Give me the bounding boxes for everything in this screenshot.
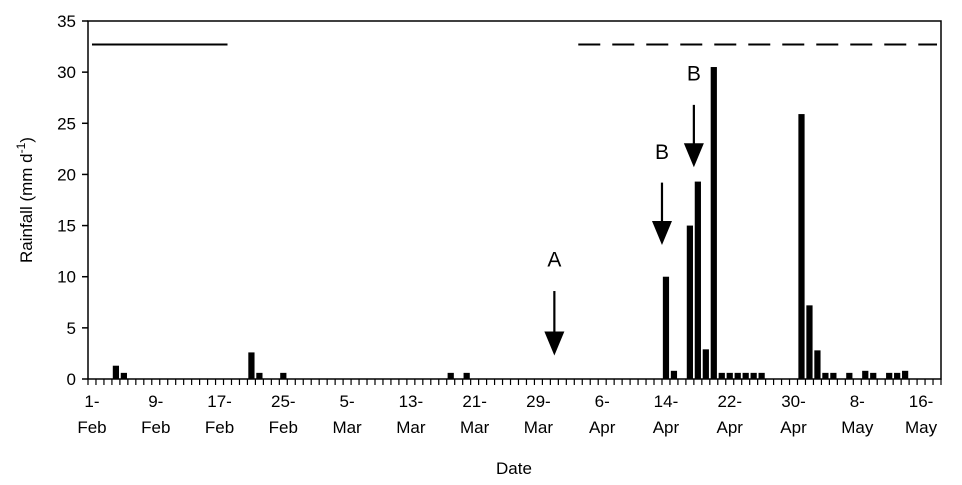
x-tick-label-month: Apr [717, 418, 744, 437]
x-axis-label: Date [496, 459, 532, 478]
x-tick-label-day: 30- [781, 392, 806, 411]
rainfall-bar [862, 370, 869, 379]
rainfall-bar [710, 67, 717, 380]
rainfall-bar [846, 372, 853, 379]
bar-series [112, 67, 909, 380]
x-tick-label-month: May [841, 418, 874, 437]
annotation-label: B [687, 62, 701, 85]
rainfall-bar [670, 370, 678, 379]
x-tick-label-day: 17- [207, 392, 232, 411]
annotations: A B B [544, 62, 704, 356]
x-tick-label-day: 21- [462, 392, 487, 411]
x-tick-label-day: 1- [84, 392, 99, 411]
y-tick-label: 35 [57, 12, 76, 31]
y-tick-label: 5 [67, 319, 76, 338]
x-tick-label-month: Apr [589, 418, 616, 437]
rainfall-bar [463, 372, 470, 379]
x-tick-label-day: 8- [850, 392, 865, 411]
rainfall-bar [120, 372, 127, 379]
x-tick-label-day: 9- [148, 392, 163, 411]
rainfall-bar [112, 365, 120, 379]
rainfall-bar [870, 372, 877, 379]
y-axis-label-close: ) [17, 137, 36, 143]
rainfall-bar [734, 372, 741, 379]
plot-frame [87, 20, 942, 380]
rainfall-bar [886, 372, 893, 379]
rainfall-bar [798, 114, 805, 379]
rainfall-bar [694, 181, 701, 379]
rainfall-bar [742, 372, 749, 379]
rainfall-bar [718, 372, 725, 379]
rainfall-bar [830, 372, 837, 379]
rainfall-bar [256, 372, 263, 379]
y-tick-label: 25 [57, 114, 76, 133]
x-tick-label-day: 16- [909, 392, 934, 411]
rainfall-bar [750, 372, 757, 379]
rainfall-bar [248, 352, 255, 379]
rainfall-bar [902, 370, 909, 379]
rainfall-bar [702, 349, 709, 379]
x-tick-label-month: Mar [396, 418, 426, 437]
rainfall-bar [894, 372, 901, 379]
y-axis: 0 5 10 15 20 25 30 35 [57, 12, 88, 389]
x-tick-label-month: Apr [780, 418, 807, 437]
x-tick-label-month: May [905, 418, 938, 437]
annotation-arrow-head [651, 221, 672, 246]
x-tick-label-day: 29- [526, 392, 551, 411]
rainfall-bar [280, 372, 287, 379]
x-tick-label-day: 6- [595, 392, 610, 411]
x-tick-label-day: 5- [340, 392, 355, 411]
y-axis-label-sup: -1 [14, 142, 28, 153]
rainfall-bar [758, 372, 765, 379]
y-tick-label: 30 [57, 63, 76, 82]
annotation-label: A [547, 248, 561, 271]
rainfall-bar [686, 225, 693, 379]
y-tick-label: 20 [57, 165, 76, 184]
x-tick-label-month: Feb [205, 418, 234, 437]
x-tick-label-month: Mar [332, 418, 362, 437]
annotation-label: B [655, 141, 669, 164]
x-tick-label-day: 22- [717, 392, 742, 411]
y-tick-label: 10 [57, 268, 76, 287]
x-tick-label-month: Mar [524, 418, 554, 437]
rainfall-bar [814, 350, 821, 379]
x-tick-label-month: Feb [77, 418, 106, 437]
x-tick-label-month: Apr [653, 418, 680, 437]
rainfall-bar [726, 372, 733, 379]
annotation-arrow-head [544, 331, 565, 356]
y-axis-label: Rainfall (mm d-1) [14, 137, 36, 263]
rainfall-bar [447, 372, 454, 379]
x-tick-label-month: Feb [141, 418, 170, 437]
x-tick-label-day: 14- [654, 392, 679, 411]
x-tick-label-month: Mar [460, 418, 490, 437]
y-axis-label-main: Rainfall (mm d [17, 153, 36, 263]
x-tick-label-day: 13- [399, 392, 424, 411]
rainfall-bar [806, 305, 813, 379]
annotation-arrow-head [683, 143, 704, 168]
x-axis: 1- Feb 9- Feb 17- Feb 25- Feb 5- Mar 13- Mar 21- Mar 2… [77, 379, 942, 437]
y-tick-label: 15 [57, 217, 76, 236]
rainfall-bar [822, 372, 829, 379]
x-tick-label-day: 25- [271, 392, 296, 411]
y-tick-label: 0 [67, 370, 76, 389]
x-tick-label-month: Feb [269, 418, 298, 437]
rainfall-bar [662, 276, 670, 379]
